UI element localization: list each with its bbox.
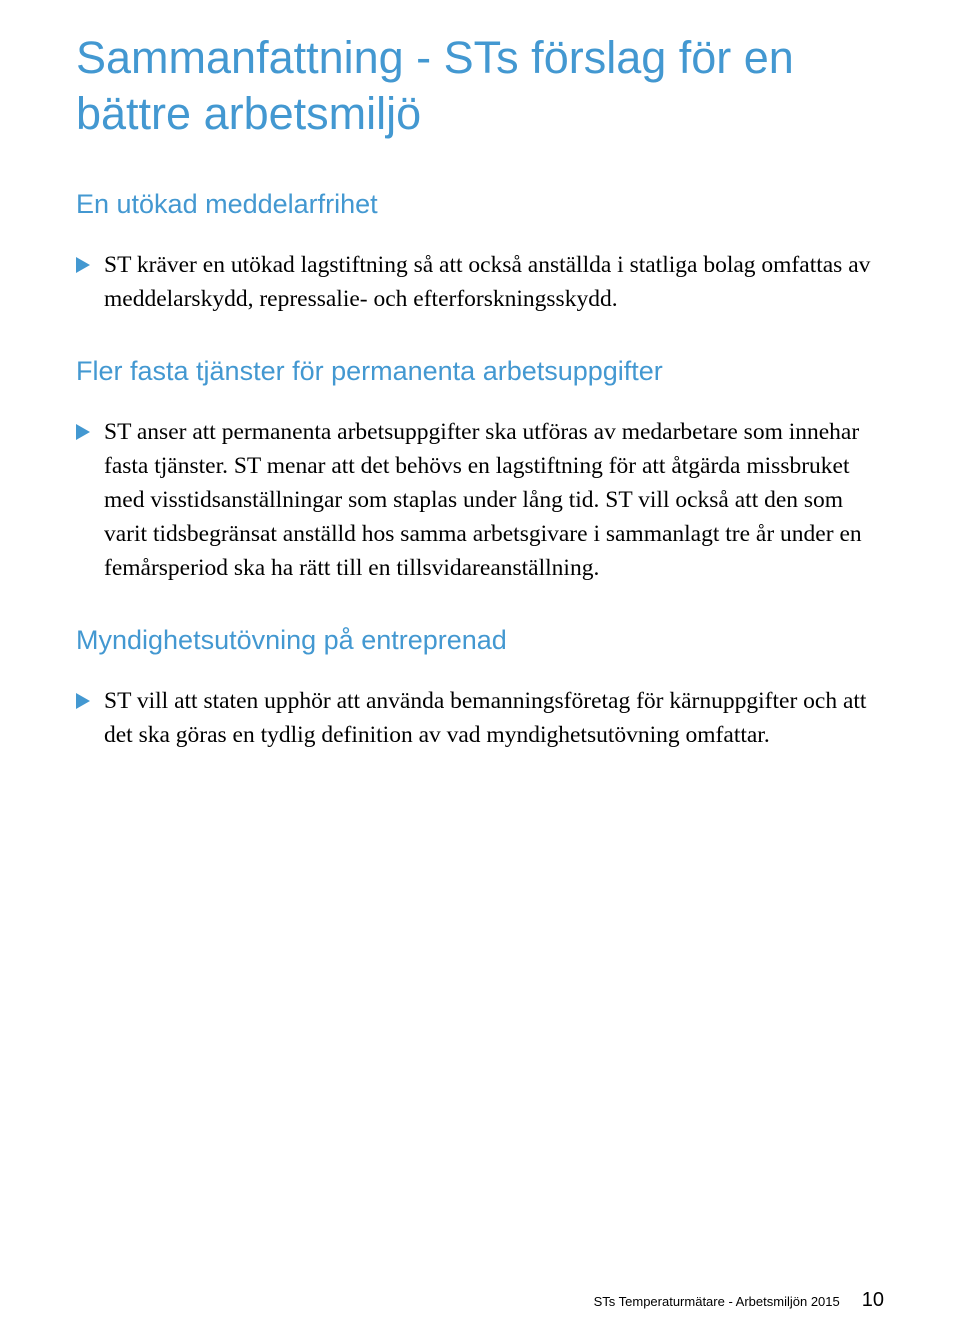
section-body-3: ST vill att staten upphör att använda be…	[76, 684, 884, 752]
triangle-bullet-icon	[76, 257, 90, 273]
triangle-bullet-icon	[76, 693, 90, 709]
page-title: Sammanfattning - STs förslag för en bätt…	[76, 30, 884, 143]
section-heading-2: Fler fasta tjänster för permanenta arbet…	[76, 354, 884, 389]
section-body-text-3: ST vill att staten upphör att använda be…	[104, 684, 884, 752]
section-heading-1: En utökad meddelarfrihet	[76, 187, 884, 222]
section-heading-3: Myndighetsutövning på entreprenad	[76, 623, 884, 658]
footer-label: STs Temperaturmätare - Arbetsmiljön 2015	[594, 1294, 840, 1309]
triangle-bullet-icon	[76, 424, 90, 440]
page-footer: STs Temperaturmätare - Arbetsmiljön 2015…	[594, 1289, 884, 1312]
section-body-2: ST anser att permanenta arbetsuppgifter …	[76, 415, 884, 585]
page-number: 10	[862, 1289, 884, 1312]
section-body-1: ST kräver en utökad lagstiftning så att …	[76, 248, 884, 316]
section-body-text-1: ST kräver en utökad lagstiftning så att …	[104, 248, 884, 316]
section-body-text-2: ST anser att permanenta arbetsuppgifter …	[104, 415, 884, 585]
